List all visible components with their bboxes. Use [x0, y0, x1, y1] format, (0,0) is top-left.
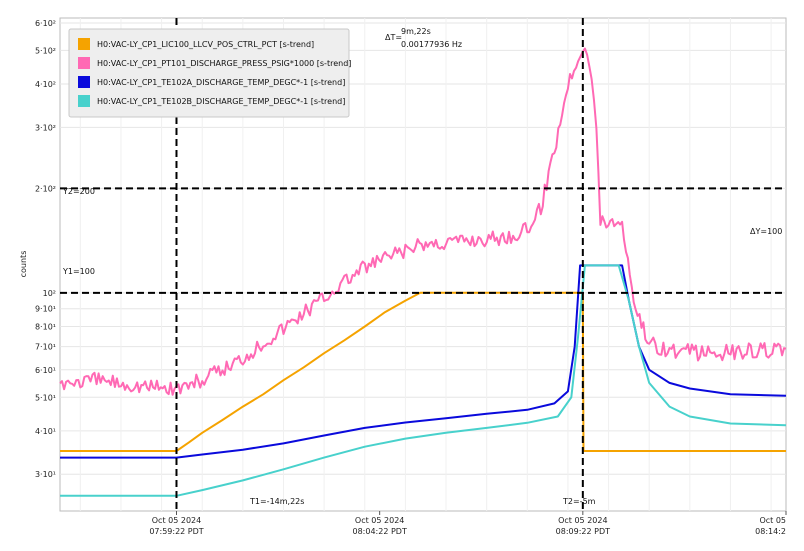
y-axis-label: counts: [19, 251, 28, 278]
y-tick-label: 6·10²: [35, 19, 56, 28]
x-tick-time: 08:14:2: [755, 527, 786, 536]
series-layer: [59, 47, 787, 497]
series-line: [59, 47, 787, 396]
legend: H0:VAC-LY_CP1_LIC100_LLCV_POS_CTRL_PCT […: [68, 28, 351, 118]
t1-cursor-label: T1=-14m,22s: [249, 497, 304, 506]
y-tick-label: 4·10²: [35, 80, 56, 89]
y-tick-label: 2·10²: [35, 184, 56, 193]
y-tick-label: 4·10¹: [35, 427, 56, 436]
legend-box: [68, 28, 350, 118]
legend-label: H0:VAC-LY_CP1_LIC100_LLCV_POS_CTRL_PCT […: [97, 40, 314, 49]
x-tick-time: 08:09:22 PDT: [556, 527, 610, 536]
y-tick-label: 7·10¹: [35, 343, 56, 352]
y-tick-label: 3·10¹: [35, 470, 56, 479]
legend-swatch: [78, 76, 90, 88]
x-tick-time: 08:04:22 PDT: [352, 527, 406, 536]
axes: 3·10¹ 4·10¹ 5·10¹ 6·10¹ 7·10¹ 8·10¹ 9·10¹ 10² 2·…: [35, 19, 787, 536]
delta-t-label: ΔT=: [385, 33, 402, 42]
legend-label: H0:VAC-LY_CP1_TE102B_DISCHARGE_TEMP_DEGC…: [97, 97, 345, 106]
y-tick-label: 10²: [43, 289, 56, 298]
legend-swatch: [78, 95, 90, 107]
y-tick-label: 8·10¹: [35, 322, 56, 331]
x-tick-date: Oct 05: [759, 516, 786, 525]
y-tick-label: 6·10¹: [35, 366, 56, 375]
legend-swatch: [78, 57, 90, 69]
legend-label: H0:VAC-LY_CP1_PT101_DISCHARGE_PRESS_PSIG…: [97, 59, 351, 68]
y-tick-label: 3·10²: [35, 123, 56, 132]
legend-entry[interactable]: H0:VAC-LY_CP1_LIC100_LLCV_POS_CTRL_PCT […: [78, 38, 314, 50]
legend-entry[interactable]: H0:VAC-LY_CP1_TE102B_DISCHARGE_TEMP_DEGC…: [78, 95, 345, 107]
legend-entry[interactable]: H0:VAC-LY_CP1_TE102A_DISCHARGE_TEMP_DEGC…: [78, 76, 345, 88]
legend-entry[interactable]: H0:VAC-LY_CP1_PT101_DISCHARGE_PRESS_PSIG…: [78, 57, 351, 69]
legend-label: H0:VAC-LY_CP1_TE102A_DISCHARGE_TEMP_DEGC…: [97, 78, 345, 87]
x-tick-date: Oct 05 2024: [558, 516, 607, 525]
delta-t-frequency: 0.00177936 Hz: [401, 40, 462, 49]
series-line: [60, 264, 787, 497]
x-tick-time: 07:59:22 PDT: [149, 527, 203, 536]
y1-cursor-label: Y1=100: [62, 267, 95, 276]
t2-cursor-label: T2=-5m: [562, 497, 596, 506]
x-tick-date: Oct 05 2024: [152, 516, 201, 525]
delta-t-value: 9m,22s: [401, 27, 431, 36]
legend-swatch: [78, 38, 90, 50]
y-tick-label: 5·10²: [35, 46, 56, 55]
y-tick-label: 5·10¹: [35, 393, 56, 402]
delta-y-label: ΔY=100: [750, 227, 782, 236]
series-line: [60, 264, 787, 459]
y2-cursor-label: Y2=200: [62, 187, 95, 196]
x-tick-date: Oct 05 2024: [355, 516, 404, 525]
y-tick-label: 9·10¹: [35, 305, 56, 314]
